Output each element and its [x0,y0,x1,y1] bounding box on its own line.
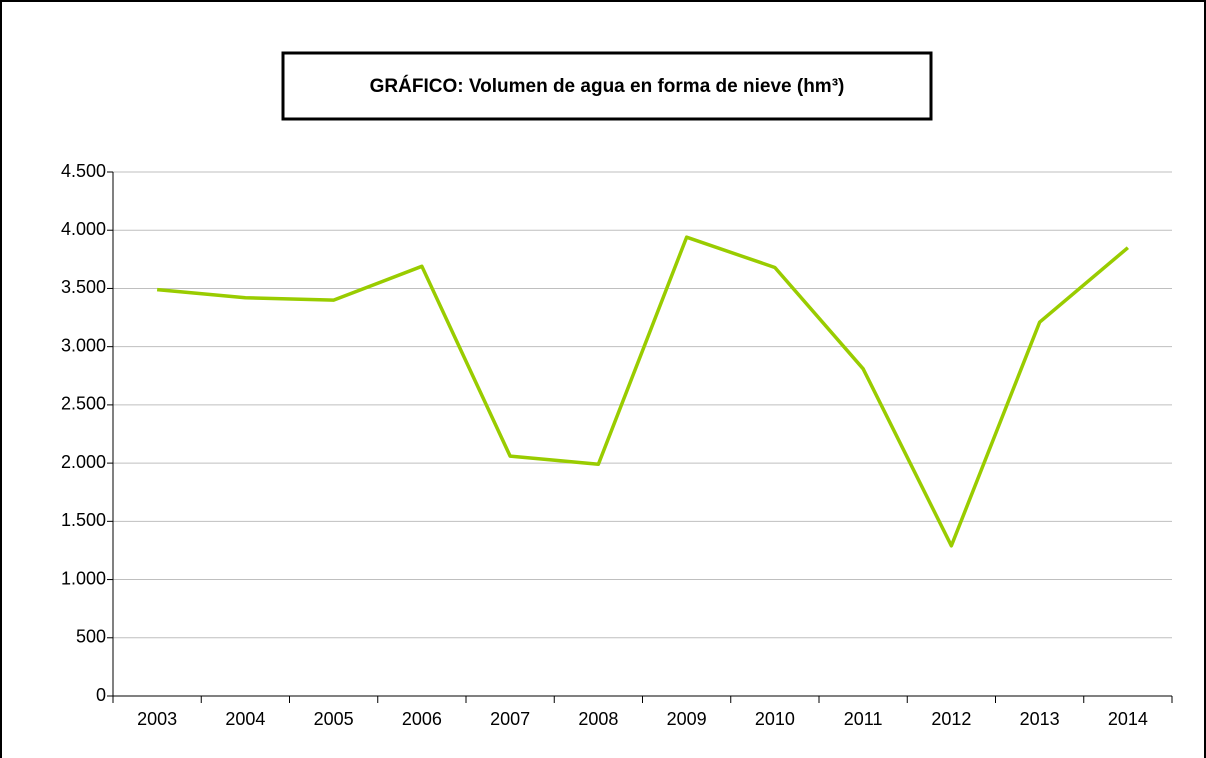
x-tick-label: 2008 [578,709,618,729]
y-tick-label: 4.000 [61,219,106,239]
y-tick-label: 500 [76,627,106,647]
y-tick-label: 4.500 [61,161,106,181]
y-tick-label: 0 [96,685,106,705]
x-tick-label: 2010 [755,709,795,729]
x-tick-label: 2007 [490,709,530,729]
x-tick-label: 2011 [844,709,883,729]
y-tick-label: 3.500 [61,277,106,297]
x-tick-label: 2006 [402,709,442,729]
x-tick-label: 2004 [225,709,265,729]
title-box [281,51,933,121]
x-tick-label: 2003 [137,709,177,729]
x-tick-label: 2005 [314,709,354,729]
y-tick-label: 3.000 [61,335,106,355]
x-tick-label: 2009 [667,709,707,729]
x-tick-label: 2014 [1108,709,1148,729]
y-tick-label: 1.500 [61,510,106,530]
x-tick-label: 2013 [1020,709,1060,729]
chart-title: GRÁFICO: Volumen de agua en forma de nie… [370,75,845,97]
y-tick-label: 2.000 [61,452,106,472]
y-tick-label: 1.000 [61,568,106,588]
x-tick-label: 2012 [931,709,971,729]
y-tick-label: 2.500 [61,394,106,414]
line-series [156,235,1130,548]
